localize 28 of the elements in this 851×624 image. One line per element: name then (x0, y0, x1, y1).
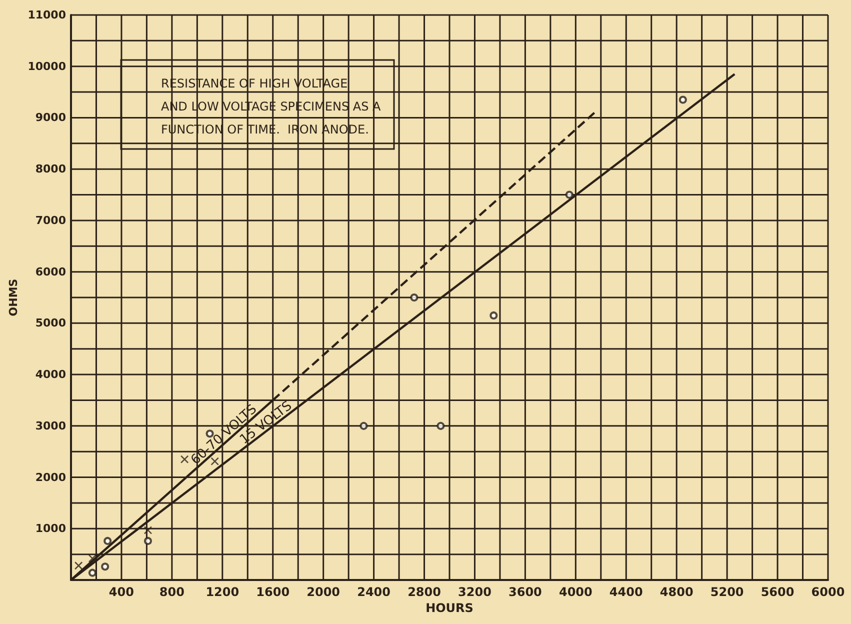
y-tick-label: 6000 (35, 265, 66, 278)
x-tick-label: 1200 (206, 585, 240, 599)
x-tick-label: 800 (159, 585, 184, 599)
x-tick-label: 2000 (306, 585, 340, 599)
y-tick-label: 9000 (35, 111, 66, 124)
y-tick-label: 8000 (35, 162, 66, 176)
x-tick-label: 3200 (458, 585, 492, 599)
y-tick-label: 7000 (35, 214, 66, 227)
x-tick-label: 1600 (256, 585, 290, 599)
y-tick-label: 10000 (28, 60, 66, 73)
x-tick-label: 5200 (710, 585, 744, 599)
x-axis-title: HOURS (426, 601, 474, 615)
y-tick-label: 2000 (35, 470, 66, 484)
x-tick-label: 3600 (508, 585, 542, 599)
y-tick-label: 5000 (35, 316, 66, 330)
x-tick-label: 5600 (760, 585, 794, 599)
x-tick-label: 4400 (609, 585, 643, 599)
x-tick-label: 4000 (558, 585, 592, 599)
x-tick-label: 4800 (660, 585, 694, 599)
y-axis-title: OHMS (7, 278, 20, 316)
y-tick-label: 4000 (35, 368, 66, 382)
x-tick-label: 6000 (811, 585, 845, 599)
x-tick-label: 2800 (408, 585, 441, 599)
y-tick-label: 11000 (28, 8, 66, 22)
y-tick-label: 1000 (35, 522, 66, 536)
y-tick-label: 3000 (35, 419, 66, 432)
x-tick-label: 2400 (357, 585, 391, 599)
x-tick-label: 400 (108, 585, 134, 599)
